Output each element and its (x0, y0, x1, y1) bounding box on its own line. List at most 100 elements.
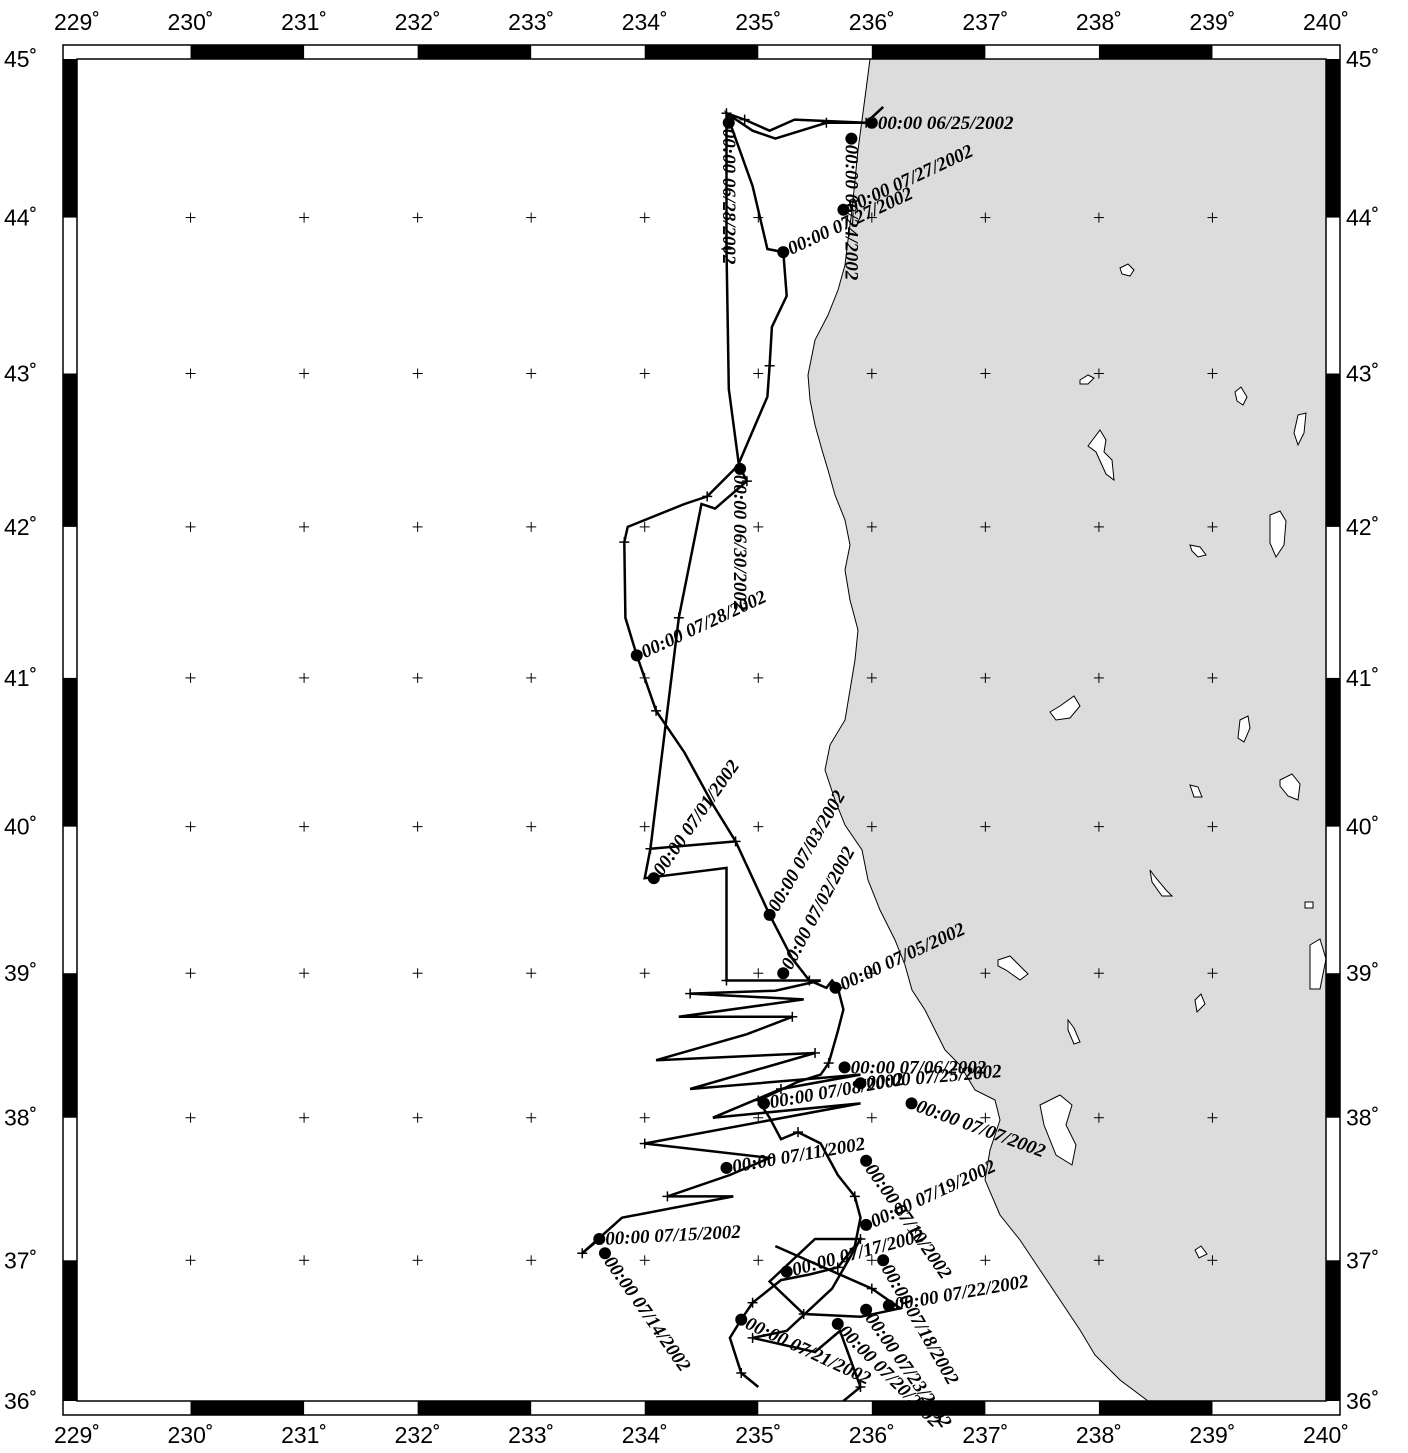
lat-tick-label-right: 42˚ (1346, 514, 1379, 540)
day-marker-dot (860, 1303, 873, 1316)
lat-tick-label-right: 44˚ (1346, 205, 1379, 231)
frame-bar-top (417, 45, 532, 59)
lat-tick-label-right: 36˚ (1346, 1388, 1379, 1414)
day-marker-dot (877, 1254, 890, 1267)
day-marker-dot (882, 1299, 895, 1312)
frame-bar-top (871, 45, 986, 59)
lat-tick-label-left: 36˚ (4, 1388, 37, 1414)
frame-bar-left (63, 373, 77, 527)
track-date-label: 00:00 06/30/2002 (729, 475, 750, 611)
lat-tick-label-left: 42˚ (4, 514, 37, 540)
day-marker-dot (763, 908, 776, 921)
day-marker-dot (734, 462, 747, 475)
day-marker-dot (757, 1097, 770, 1110)
lat-tick-label-right: 41˚ (1346, 665, 1379, 691)
lat-tick-label-left: 38˚ (4, 1105, 37, 1131)
gridline-crosses (185, 212, 1218, 1266)
frame-bar-bottom (644, 1401, 759, 1415)
lat-tick-label-left: 43˚ (4, 360, 37, 386)
frame-bar-left (63, 973, 77, 1118)
day-marker-dot (777, 967, 790, 980)
lon-tick-label-top: 238˚ (1076, 9, 1122, 35)
day-marker-dot (647, 872, 660, 885)
frame-bar-top (190, 45, 305, 59)
frame-bar-bottom (1098, 1401, 1213, 1415)
lat-tick-label-right: 45˚ (1346, 46, 1379, 72)
track-segment-2 (581, 113, 861, 1255)
lat-tick-label-left: 44˚ (4, 205, 37, 231)
lon-tick-label-top: 240˚ (1303, 9, 1349, 35)
frame-bar-right (1326, 59, 1340, 218)
lon-tick-label-top: 237˚ (962, 9, 1008, 35)
day-marker-dot (860, 1154, 873, 1167)
frame-bar-right (1326, 973, 1340, 1118)
lon-tick-label-bottom: 229˚ (54, 1422, 100, 1448)
frame-bar-top (644, 45, 759, 59)
lat-tick-label-right: 38˚ (1346, 1105, 1379, 1131)
day-marker-dot (838, 1061, 851, 1074)
frame-bar-right (1326, 677, 1340, 827)
day-marker-dot (854, 1077, 867, 1090)
map-frame (62, 44, 1341, 1416)
tick-labels: 229˚ 229˚ 230˚ 230˚ 231˚ 231˚ 232˚ 232˚ 233˚ 233˚… (4, 9, 1379, 1448)
lakes (997, 263, 1327, 1259)
day-marker-dot (831, 1317, 844, 1330)
lat-tick-label-left: 40˚ (4, 814, 37, 840)
frame-bar-right (1326, 373, 1340, 527)
day-marker-dot (593, 1233, 606, 1246)
lon-tick-label-top: 230˚ (168, 9, 214, 35)
day-marker-dot (720, 1161, 733, 1174)
lon-tick-label-bottom: 240˚ (1303, 1422, 1349, 1448)
frame-bar-left (63, 677, 77, 827)
track-day-markers (593, 116, 918, 1330)
day-marker-dot (905, 1097, 918, 1110)
lat-tick-label-left: 41˚ (4, 665, 37, 691)
track-date-label: 00:00 06/24/2002 (840, 145, 861, 281)
lat-tick-label-right: 39˚ (1346, 960, 1379, 986)
track-date-label: 00:00 06/28/2002 (718, 129, 739, 265)
day-marker-dot (837, 203, 850, 216)
day-marker-dot (735, 1313, 748, 1326)
lon-tick-label-bottom: 230˚ (168, 1422, 214, 1448)
lat-tick-label-left: 39˚ (4, 960, 37, 986)
lon-tick-label-bottom: 237˚ (962, 1422, 1008, 1448)
day-marker-dot (829, 981, 842, 994)
lon-tick-label-top: 229˚ (54, 9, 100, 35)
day-marker-dot (845, 132, 858, 145)
lat-tick-label-right: 40˚ (1346, 814, 1379, 840)
day-marker-dot (598, 1247, 611, 1260)
track-date-label: 00:00 06/25/2002 (878, 113, 1014, 134)
lon-tick-label-bottom: 231˚ (281, 1422, 327, 1448)
frame-bar-bottom (417, 1401, 532, 1415)
lon-tick-label-bottom: 238˚ (1076, 1422, 1122, 1448)
frame-bar-left (63, 1260, 77, 1401)
lat-tick-label-right: 37˚ (1346, 1247, 1379, 1273)
lon-tick-label-bottom: 239˚ (1189, 1422, 1235, 1448)
day-marker-dot (722, 116, 735, 129)
frame-bar-bottom (190, 1401, 305, 1415)
lon-tick-label-bottom: 235˚ (735, 1422, 781, 1448)
day-marker-dot (780, 1265, 793, 1278)
land-area (807, 58, 1327, 1402)
lon-tick-label-top: 239˚ (1189, 9, 1235, 35)
lon-tick-label-bottom: 236˚ (849, 1422, 895, 1448)
lon-tick-label-top: 232˚ (395, 9, 441, 35)
frame-bar-top (1098, 45, 1213, 59)
day-marker-dot (865, 116, 878, 129)
day-marker-dot (777, 246, 790, 259)
lon-tick-label-top: 235˚ (735, 9, 781, 35)
lon-tick-label-bottom: 233˚ (508, 1422, 554, 1448)
lat-tick-label-left: 45˚ (4, 46, 37, 72)
lon-tick-label-top: 231˚ (281, 9, 327, 35)
day-marker-dot (630, 649, 643, 662)
frame-bar-bottom (871, 1401, 986, 1415)
day-marker-dot (860, 1218, 873, 1231)
lon-tick-label-bottom: 234˚ (622, 1422, 668, 1448)
lon-tick-label-top: 233˚ (508, 9, 554, 35)
lon-tick-label-bottom: 232˚ (395, 1422, 441, 1448)
lon-tick-label-top: 234˚ (622, 9, 668, 35)
track-date-label: 00:00 07/06/2002 (851, 1057, 987, 1078)
lat-tick-label-right: 43˚ (1346, 360, 1379, 386)
frame-bar-left (63, 59, 77, 218)
